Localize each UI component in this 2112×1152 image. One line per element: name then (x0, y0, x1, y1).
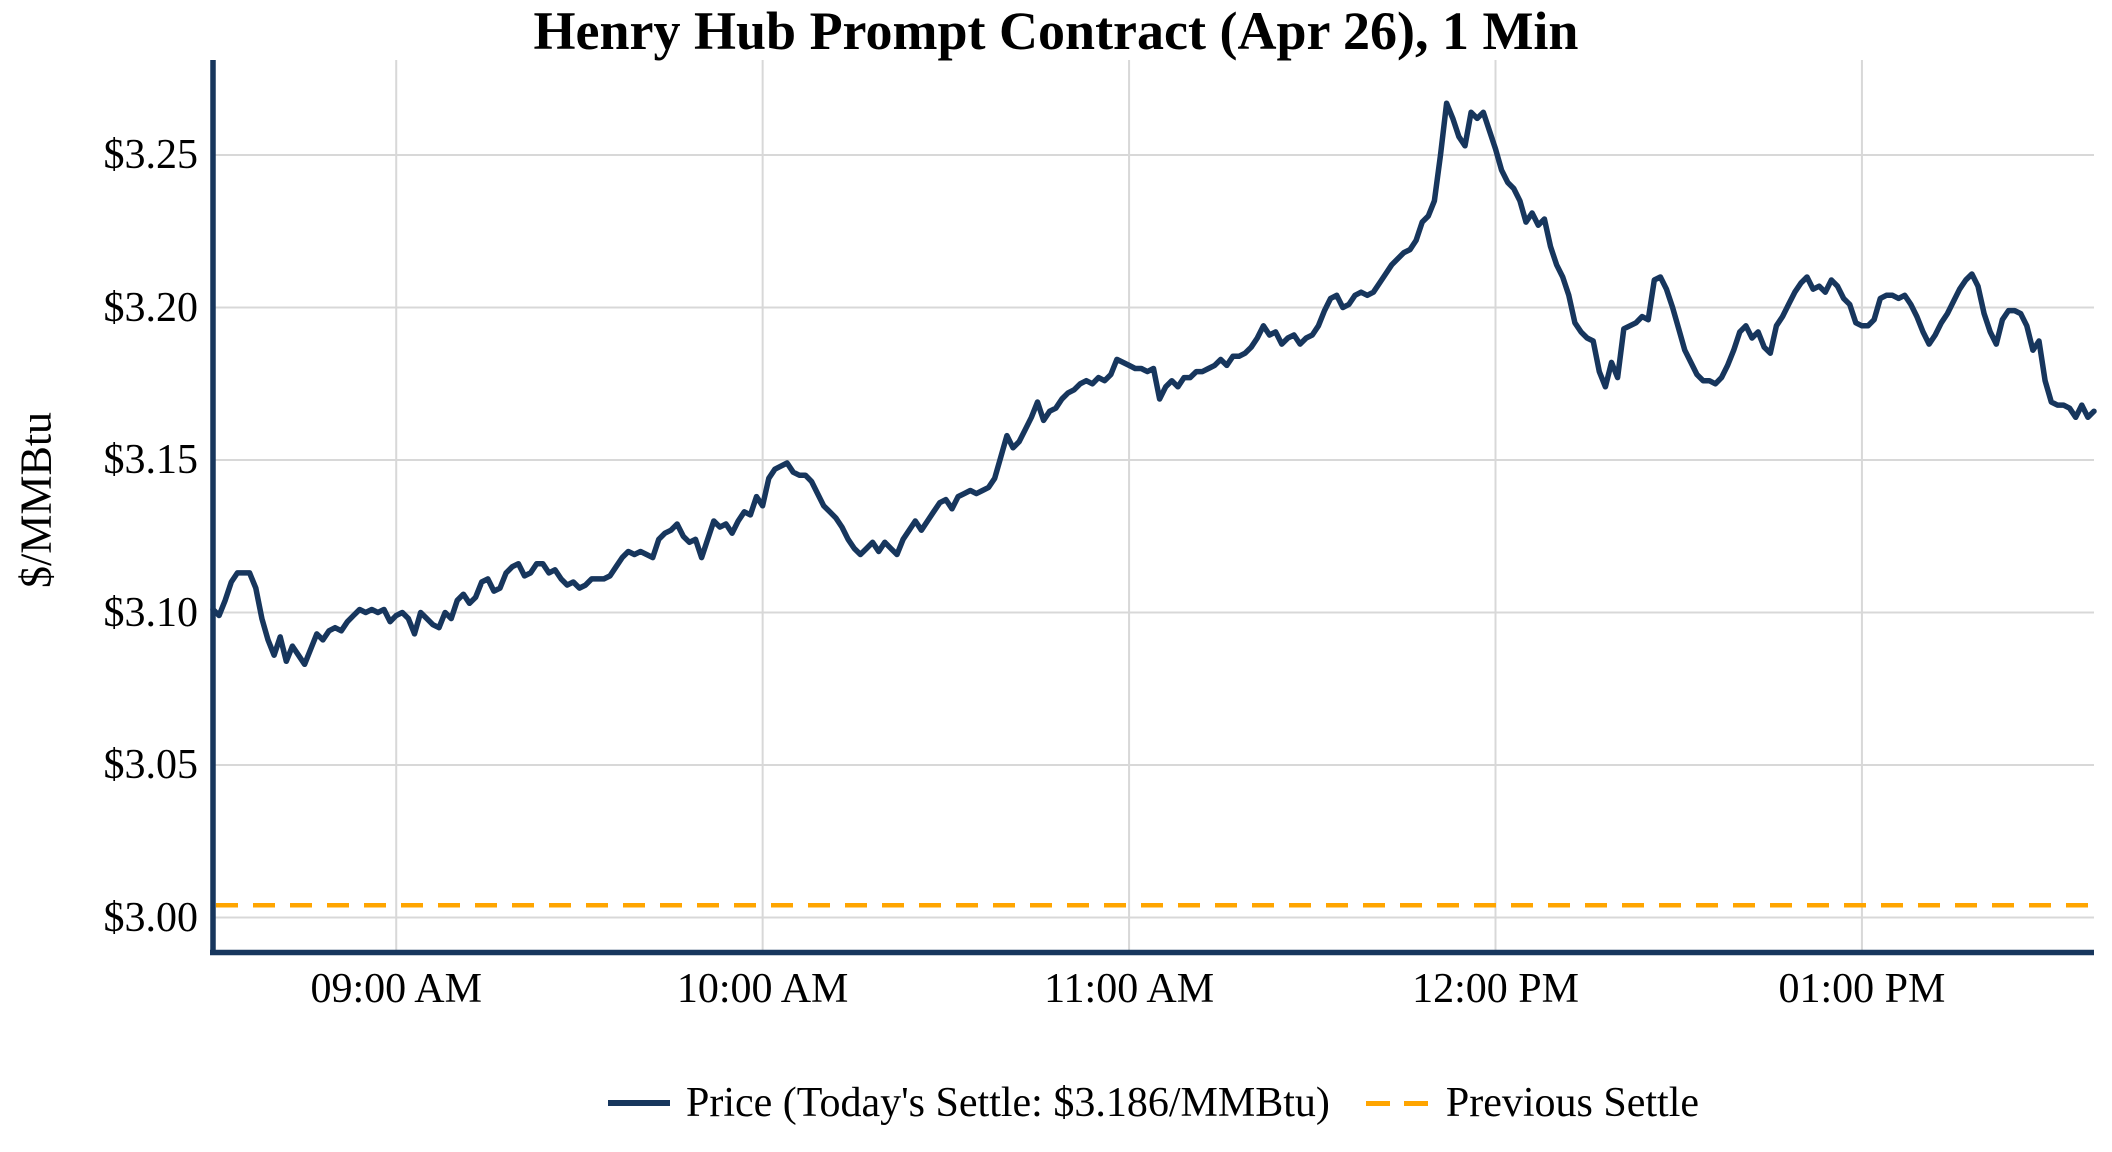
y-tick-label: $3.20 (103, 284, 199, 331)
x-tick-label: 11:00 AM (1044, 966, 1215, 1012)
x-tick-label: 01:00 PM (1778, 966, 1946, 1012)
y-tick-label: $3.25 (103, 132, 199, 178)
y-tick-label: $3.10 (103, 589, 199, 636)
y-tick-label: $3.00 (103, 894, 199, 941)
x-tick-label: 09:00 AM (310, 966, 482, 1012)
y-tick-label: $3.05 (103, 742, 199, 788)
price-line-swatch (607, 1100, 670, 1106)
price-line (210, 100, 2097, 668)
chart-title: Henry Hub Prompt Contract (Apr 26), 1 Mi… (533, 1, 1579, 61)
legend: Price (Today's Settle: $3.186/MMBtu) Pre… (213, 1068, 2094, 1138)
x-tick-label: 12:00 PM (1412, 966, 1579, 1012)
legend-previous-settle-label: Previous Settle (1445, 1080, 1700, 1126)
x-tick-label: 10:00 AM (676, 966, 849, 1012)
legend-price-label: Price (Today's Settle: $3.186/MMBtu) (685, 1080, 1330, 1126)
y-tick-label: $3.15 (103, 437, 199, 483)
previous-settle-line-swatch (1365, 1100, 1430, 1106)
